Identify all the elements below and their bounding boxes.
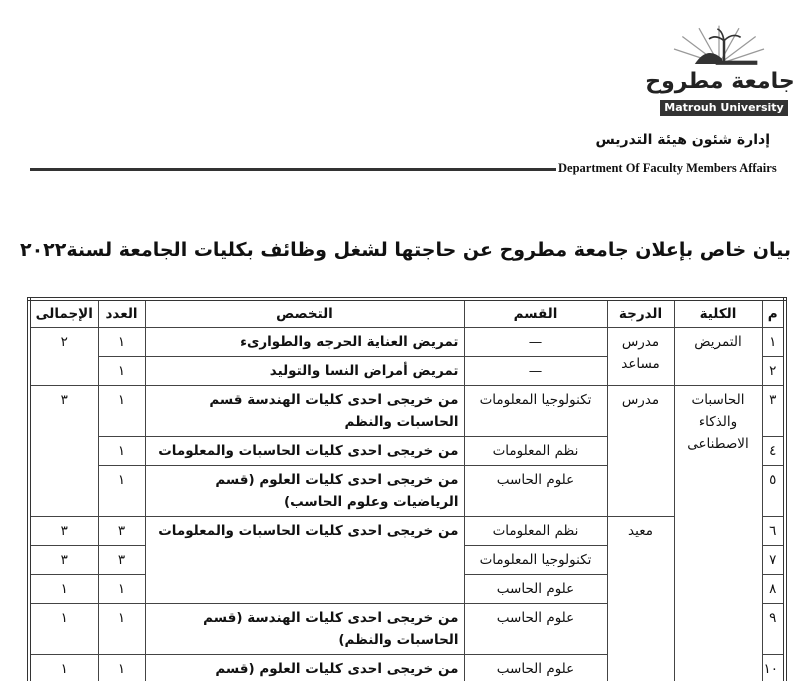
table-row: ١٠ علوم الحاسب من خريجى احدى كليات العلو… [28, 654, 786, 681]
sunburst-palm-logo-icon [673, 25, 765, 65]
document-title: بيان خاص بإعلان جامعة مطروح عن حاجتها لش… [19, 239, 792, 261]
count-cell: ١ [97, 385, 146, 437]
spec-cell: من خريجى احدى كليات الهندسة قسم الحاسبات… [144, 385, 465, 437]
count-cell: ١ [97, 574, 146, 604]
count-cell: ٣ [97, 516, 146, 546]
dept-cell: — [463, 327, 608, 357]
table-row: ٢ — تمريض أمراض النسا والتوليد ١ [29, 356, 786, 386]
degree-cell: مدرس مساعد [606, 327, 675, 386]
dept-cell: علوم الحاسب [463, 654, 608, 681]
header-spec: التخصص [144, 298, 465, 328]
table-row: ٤ نظم المعلومات من خريجى احدى كليات الحا… [29, 436, 786, 466]
row-num: ١٠ [761, 654, 786, 681]
dept-cell: تكنولوجيا المعلومات [463, 545, 608, 575]
header-count: العدد [97, 298, 146, 328]
total-cell: ٢ [28, 327, 99, 386]
dept-cell: علوم الحاسب [463, 574, 608, 604]
header-dept: القسم [463, 298, 608, 328]
table-row: ١ التمريض مدرس مساعد — تمريض العناية الح… [28, 327, 786, 386]
total-cell: ٣ [28, 545, 99, 575]
logo-arabic-text: جامعة مطروح [645, 69, 795, 94]
total-cell: ١ [28, 654, 99, 681]
spec-cell: تمريض العناية الحرجه والطوارىء [144, 327, 465, 357]
table-row: ٩ علوم الحاسب من خريجى احدى كليات الهندس… [28, 603, 786, 655]
header-degree: الدرجة [606, 298, 675, 328]
count-cell: ١ [97, 327, 146, 357]
dept-cell: نظم المعلومات [463, 436, 608, 466]
department-english: Department Of Faculty Members Affairs [558, 161, 777, 175]
spec-cell: تمريض أمراض النسا والتوليد [144, 356, 465, 386]
count-cell: ١ [97, 356, 146, 386]
dept-cell: تكنولوجيا المعلومات [463, 385, 608, 437]
total-cell: ٣ [28, 385, 99, 517]
jobs-table: م الكلية الدرجة القسم التخصص العدد الإجم… [27, 297, 787, 681]
dept-cell: — [463, 356, 608, 386]
row-num: ٨ [761, 574, 786, 604]
degree-cell: معيد [606, 516, 675, 681]
college-cell: التمريض [673, 327, 763, 386]
row-num: ٥ [761, 465, 786, 517]
department-arabic: إدارة شئون هيئة التدريس [595, 132, 770, 148]
dept-cell: علوم الحاسب [463, 465, 608, 517]
table-row: ٦ معيد نظم المعلومات من خريجى احدى كليات… [28, 516, 786, 681]
table-row: ٧ تكنولوجيا المعلومات ٣ ٣ [28, 545, 786, 575]
total-cell: ١ [28, 574, 99, 604]
university-logo [645, 24, 793, 84]
degree-cell: مدرس [606, 385, 675, 517]
spec-cell: من خريجى احدى كليات العلوم (قسم الرياضيا… [144, 654, 465, 681]
row-num: ١ [761, 327, 786, 357]
header-num: م [761, 298, 786, 328]
count-cell: ١ [97, 465, 146, 517]
total-cell: ١ [28, 603, 99, 655]
row-num: ٢ [761, 356, 786, 386]
dept-cell: نظم المعلومات [463, 516, 608, 546]
logo-english-text: Matrouh University [660, 100, 788, 116]
count-cell: ٣ [97, 545, 146, 575]
row-num: ٩ [761, 603, 786, 655]
dept-cell: علوم الحاسب [463, 603, 608, 655]
spec-cell: من خريجى احدى كليات العلوم (قسم الرياضيا… [144, 465, 465, 517]
row-num: ٤ [761, 436, 786, 466]
spec-cell: من خريجى احدى كليات الحاسبات والمعلومات [144, 436, 465, 466]
row-num: ٦ [761, 516, 786, 546]
row-num: ٧ [761, 545, 786, 575]
spec-cell: من خريجى احدى كليات الهندسة (قسم الحاسبا… [144, 603, 465, 655]
spec-cell: من خريجى احدى كليات الحاسبات والمعلومات [144, 516, 465, 604]
table-header-row: م الكلية الدرجة القسم التخصص العدد الإجم… [28, 298, 786, 328]
count-cell: ١ [97, 654, 146, 681]
table-row: ٨ علوم الحاسب ١ ١ [28, 574, 786, 604]
count-cell: ١ [97, 603, 146, 655]
row-num: ٣ [761, 385, 786, 437]
count-cell: ١ [97, 436, 146, 466]
header-total: الإجمالى [28, 298, 99, 328]
table-row: ٣ الحاسبات والذكاء الاصطناعى مدرس تكنولو… [28, 385, 786, 681]
total-cell: ٣ [28, 516, 99, 546]
header-divider [30, 168, 556, 171]
header-college: الكلية [673, 298, 763, 328]
college-cell: الحاسبات والذكاء الاصطناعى [673, 385, 763, 681]
